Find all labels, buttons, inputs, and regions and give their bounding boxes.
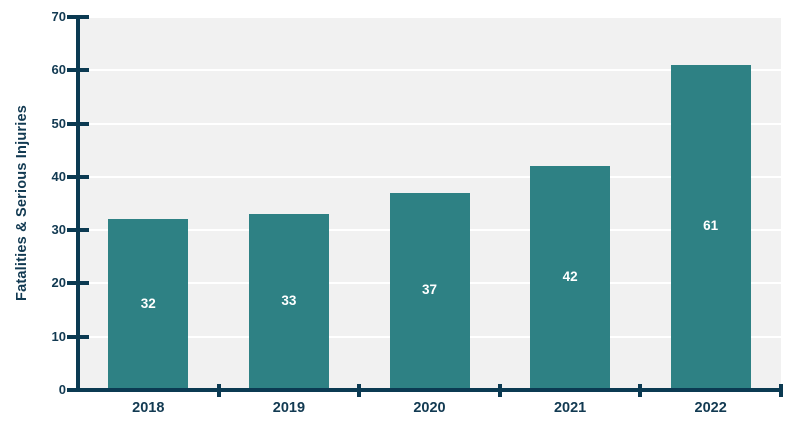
gridline: [80, 69, 781, 72]
y-tick-label: 0: [58, 382, 66, 397]
y-axis-tick: [67, 121, 89, 126]
gridline: [80, 16, 781, 18]
x-axis-tick: [216, 384, 221, 397]
y-tick-label: 10: [51, 328, 66, 344]
bar: [389, 192, 470, 388]
y-axis-tick: [67, 228, 89, 233]
bar: [530, 166, 611, 388]
bar: [108, 219, 189, 388]
gridline: [80, 122, 781, 125]
x-tick-label: 2022: [694, 400, 727, 416]
bar: [248, 214, 329, 388]
x-axis-line: [76, 388, 781, 392]
y-tick-label: 40: [51, 168, 66, 184]
y-axis-tick: [67, 174, 89, 179]
x-axis-end-tick: [779, 384, 783, 397]
y-axis-tick: [67, 334, 89, 339]
x-axis-tick: [638, 384, 643, 397]
x-tick-label: 2020: [413, 400, 446, 416]
y-tick-label: 70: [51, 9, 66, 24]
y-tick-label: 30: [51, 222, 66, 238]
bar-value-label: 37: [421, 282, 438, 298]
x-tick-label: 2019: [272, 400, 306, 416]
bar-value-label: 61: [703, 218, 719, 234]
y-axis-tick: [67, 68, 89, 73]
x-tick-label: 2021: [553, 400, 587, 416]
bar-value-label: 42: [562, 269, 578, 285]
x-axis-tick: [357, 384, 362, 397]
bar-value-label: 33: [281, 293, 297, 309]
bar-value-label: 32: [140, 295, 156, 311]
bar: [670, 64, 751, 388]
y-axis-tick: [67, 388, 89, 392]
y-axis-line: [76, 15, 80, 392]
y-tick-label: 20: [51, 275, 66, 291]
y-axis-tick: [67, 281, 89, 286]
y-tick-label: 60: [51, 62, 66, 78]
x-tick-label: 2018: [132, 400, 165, 416]
y-tick-label: 50: [51, 115, 66, 131]
y-axis-tick: [67, 15, 89, 19]
gridline: [80, 175, 781, 178]
y-axis-title: Fatalities & Serious Injuries: [14, 105, 30, 301]
x-axis-tick: [497, 384, 502, 397]
